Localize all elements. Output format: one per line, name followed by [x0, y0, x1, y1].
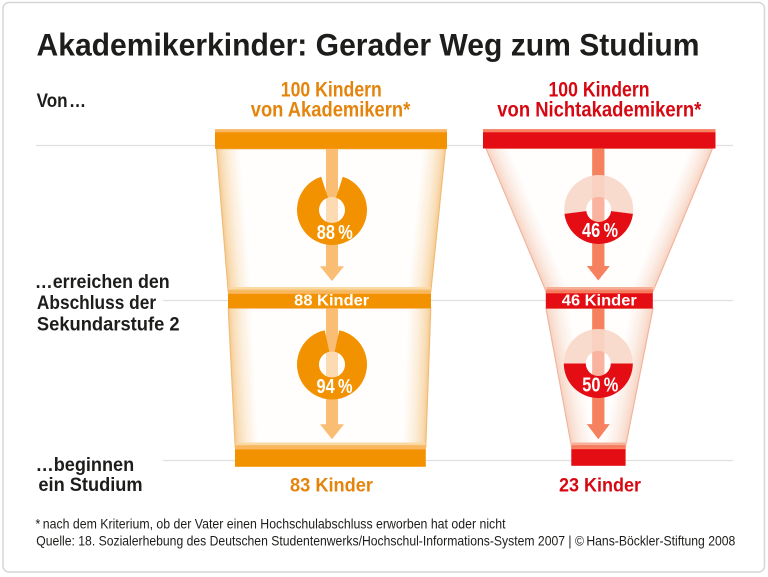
svg-text:Akademikerkinder: Gerader Weg: Akademikerkinder: Gerader Weg zum Studiu… [37, 28, 700, 63]
svg-text:…erreichen den: …erreichen den [35, 271, 170, 293]
svg-text:* nach dem Kriterium, ob der V: * nach dem Kriterium, ob der Vater einen… [36, 516, 506, 532]
svg-text:Sekundarstufe 2: Sekundarstufe 2 [37, 313, 180, 335]
svg-text:50 %: 50 % [582, 375, 618, 397]
svg-text:88 Kinder: 88 Kinder [294, 293, 369, 310]
svg-text:Von …: Von … [37, 90, 87, 112]
svg-text:46 %: 46 % [582, 220, 618, 242]
svg-text:100 Kindern: 100 Kindern [281, 78, 382, 102]
svg-text:94 %: 94 % [317, 376, 353, 398]
svg-text:23 Kinder: 23 Kinder [559, 475, 641, 497]
svg-text:ein Studium: ein Studium [38, 474, 142, 496]
svg-text:…beginnen: …beginnen [36, 454, 135, 476]
svg-text:von Akademikern*: von Akademikern* [251, 97, 411, 121]
svg-text:Abschluss der: Abschluss der [37, 292, 157, 314]
svg-text:von Nichtakademikern*: von Nichtakademikern* [497, 97, 702, 121]
svg-text:Quelle: 18. Sozialerhebung des: Quelle: 18. Sozialerhebung des Deutschen… [36, 532, 735, 548]
svg-text:100 Kindern: 100 Kindern [549, 78, 650, 102]
svg-text:83 Kinder: 83 Kinder [290, 475, 373, 497]
svg-text:46 Kinder: 46 Kinder [562, 293, 637, 310]
svg-text:88 %: 88 % [317, 222, 353, 244]
